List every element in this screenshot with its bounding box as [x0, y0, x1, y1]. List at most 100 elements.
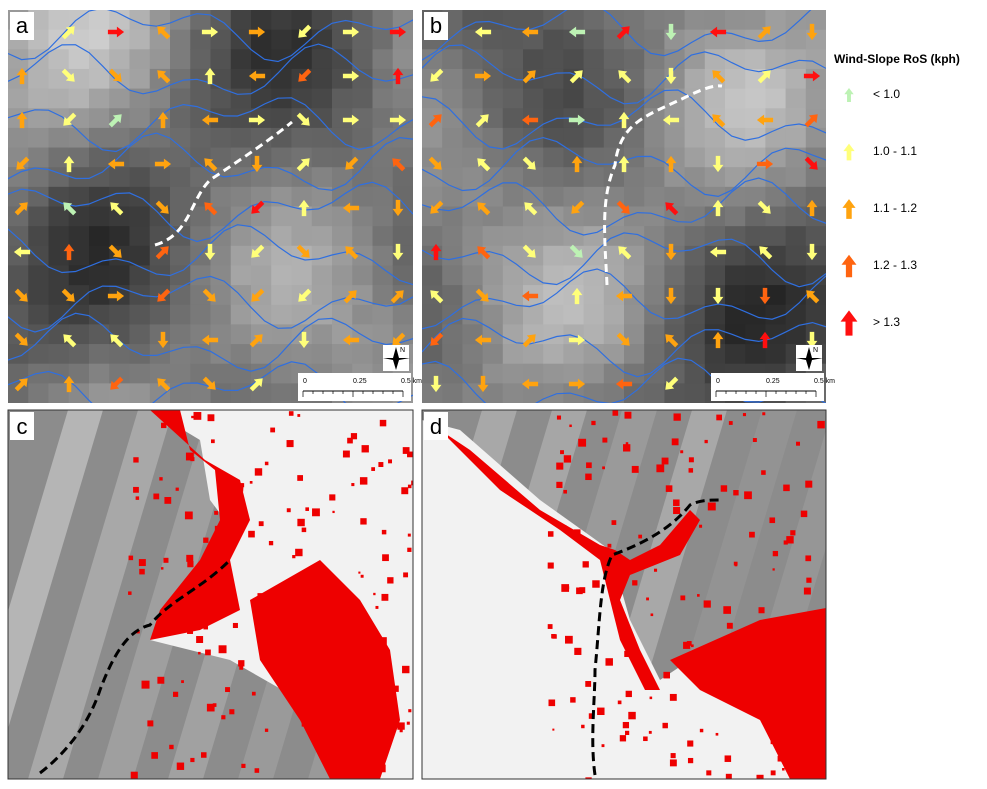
elevation-cell [543, 187, 564, 207]
elevation-cell [503, 167, 524, 187]
elevation-cell [483, 10, 504, 30]
burned-pixel [215, 526, 223, 534]
elevation-cell [765, 167, 786, 187]
elevation-cell [89, 108, 110, 128]
elevation-cell [231, 344, 252, 364]
legend-label: 1.0 - 1.1 [873, 144, 917, 158]
burned-pixel [191, 416, 193, 418]
elevation-cell [644, 128, 665, 148]
burned-pixel [700, 729, 703, 732]
elevation-cell [89, 226, 110, 246]
elevation-cell [664, 30, 685, 50]
burned-pixel [391, 703, 394, 706]
burned-pixel [176, 488, 179, 491]
burned-pixel [762, 412, 765, 415]
burned-pixel [289, 411, 294, 416]
burned-pixel [128, 591, 131, 594]
burned-pixel [782, 768, 785, 771]
burned-pixel [802, 627, 809, 634]
elevation-cell [373, 305, 394, 325]
elevation-cell [705, 285, 726, 305]
burned-pixel [364, 641, 367, 644]
burned-pixel [380, 420, 386, 426]
panel-d [372, 410, 937, 784]
elevation-cell [211, 89, 232, 109]
elevation-cell [312, 344, 333, 364]
elevation-cell [725, 128, 746, 148]
burned-pixel [773, 568, 775, 570]
burned-pixel [159, 477, 162, 480]
burned-pixel [411, 481, 416, 486]
elevation-cell [373, 167, 394, 187]
elevation-cell [393, 89, 414, 109]
elevation-cell [664, 10, 685, 30]
burned-pixel [214, 574, 220, 580]
burned-pixel [805, 555, 811, 561]
elevation-cell [765, 49, 786, 69]
elevation-cell [170, 364, 191, 384]
burned-pixel [649, 731, 652, 734]
elevation-cell [49, 148, 70, 168]
burned-pixel [586, 462, 592, 468]
elevation-cell [271, 69, 292, 89]
legend-arrow [842, 199, 855, 219]
elevation-cell [765, 344, 786, 364]
burned-pixel [687, 641, 692, 646]
burned-pixel [608, 544, 612, 548]
elevation-cell [644, 30, 665, 50]
elevation-cell [312, 167, 333, 187]
elevation-cell [89, 128, 110, 148]
elevation-cell [312, 108, 333, 128]
elevation-cell [644, 324, 665, 344]
burned-pixel [673, 507, 680, 514]
burned-pixel [790, 714, 796, 720]
elevation-cell [745, 49, 766, 69]
elevation-cell [725, 344, 746, 364]
burned-pixel [237, 483, 243, 489]
burned-pixel [570, 697, 575, 702]
burned-pixel [557, 416, 561, 420]
elevation-cell [332, 305, 353, 325]
burned-pixel [187, 561, 193, 567]
burned-pixel [654, 569, 657, 572]
elevation-cell [190, 265, 211, 285]
burned-pixel [687, 740, 693, 746]
legend-arrow [843, 144, 854, 161]
elevation-cell [442, 383, 463, 403]
elevation-cell [352, 10, 373, 30]
elevation-cell [211, 187, 232, 207]
burned-pixel [569, 425, 571, 427]
burned-pixel [324, 740, 327, 743]
elevation-cell [231, 89, 252, 109]
elevation-cell [170, 324, 191, 344]
elevation-cell [422, 265, 443, 285]
legend: Wind-Slope RoS (kph) < 1.01.0 - 1.11.1 -… [834, 52, 960, 335]
elevation-cell [130, 167, 151, 187]
burned-pixel [375, 606, 378, 609]
elevation-cell [503, 49, 524, 69]
elevation-cell [725, 108, 746, 128]
burned-pixel [203, 538, 208, 543]
elevation-cell [563, 167, 584, 187]
burned-pixel [250, 481, 253, 484]
elevation-cell [745, 305, 766, 325]
elevation-cell [8, 89, 29, 109]
burned-pixel [360, 518, 366, 524]
elevation-cell [393, 49, 414, 69]
elevation-cell [231, 246, 252, 266]
burned-pixel [809, 636, 813, 640]
burned-pixel [173, 692, 178, 697]
elevation-cell [483, 305, 504, 325]
burned-pixel [585, 777, 591, 783]
elevation-cell [190, 128, 211, 148]
burned-pixel [218, 584, 225, 591]
burned-pixel [578, 439, 586, 447]
elevation-cell [725, 148, 746, 168]
burned-pixel [705, 440, 708, 443]
elevation-cell [584, 207, 605, 227]
elevation-cell [109, 49, 130, 69]
elevation-cell [685, 187, 706, 207]
elevation-cell [150, 49, 171, 69]
burned-pixel [761, 470, 766, 475]
elevation-cell [89, 383, 110, 403]
